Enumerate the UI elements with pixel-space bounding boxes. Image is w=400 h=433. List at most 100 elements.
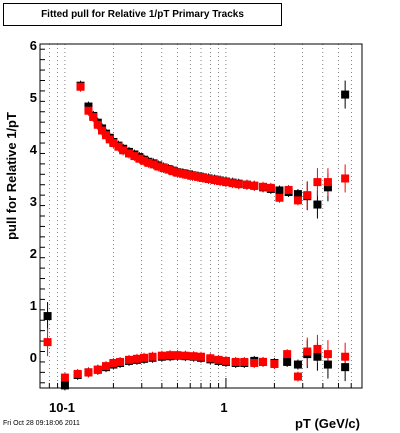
data-point-red [76, 82, 85, 91]
data-point-red [84, 106, 93, 115]
y-tick-labels: 0 1 2 3 4 5 6 [30, 38, 38, 365]
data-point-red [193, 172, 202, 181]
x-tick-label-0.1: 10-1 [49, 400, 75, 415]
error-bars [47, 80, 346, 391]
data-point-black [313, 352, 322, 361]
data-point-red [284, 185, 293, 194]
y-tick-label-6: 6 [30, 38, 37, 53]
data-point-black [283, 357, 292, 366]
y-tick-label-3: 3 [30, 194, 37, 209]
data-point-red [231, 357, 240, 366]
data-point-red [240, 357, 249, 366]
data-point-red [140, 156, 149, 165]
data-point-red [173, 168, 182, 177]
x-tick-label-1: 1 [220, 400, 227, 415]
data-point-red [214, 355, 223, 364]
data-point-red [144, 158, 153, 167]
data-point-black [84, 102, 93, 111]
data-point-red [140, 353, 149, 362]
data-point-red [130, 152, 139, 161]
data-point-black [341, 363, 350, 372]
data-point-red [216, 177, 225, 186]
y-tick-label-1: 1 [30, 298, 37, 313]
data-point-black [323, 183, 332, 192]
data-point-red [73, 369, 82, 378]
data-point-red [125, 355, 134, 364]
data-point-red [114, 142, 123, 151]
data-point-red [204, 174, 213, 183]
data-point-red [206, 354, 215, 363]
data-point-red [181, 351, 190, 360]
y-axis-label: pull for Relative 1/pT [4, 112, 19, 240]
data-point-black [60, 381, 69, 390]
y-tick-label-2: 2 [30, 246, 37, 261]
data-point-black [323, 360, 332, 369]
data-point-red [93, 365, 102, 374]
data-point-red [313, 344, 322, 353]
data-point-black [341, 90, 350, 99]
data-point-red [60, 373, 69, 382]
data-point-red [221, 178, 230, 187]
data-point-red [250, 181, 259, 190]
data-point-red [169, 167, 178, 176]
data-point-black [313, 200, 322, 209]
data-point-red [149, 160, 158, 169]
y-tick-label-4: 4 [30, 142, 38, 157]
data-point-red [259, 182, 268, 191]
data-point-red [98, 126, 107, 135]
data-point-red [125, 149, 134, 158]
data-point-red [166, 351, 175, 360]
x-axis-label: pT (GeV/c) [295, 416, 360, 431]
data-point-red [259, 357, 268, 366]
data-point-red [132, 354, 141, 363]
data-point-red [178, 169, 187, 178]
data-point-red [189, 352, 198, 361]
y-tick-label-0: 0 [30, 350, 37, 365]
data-point-red [228, 179, 237, 188]
chart-title-box: Fitted pull for Relative 1/pT Primary Tr… [3, 3, 282, 26]
data-point-red [266, 183, 275, 192]
data-point-red [221, 356, 230, 365]
data-point-black [293, 360, 302, 369]
data-point-red [293, 196, 302, 205]
data-point-red [116, 357, 125, 366]
timestamp-footer: Fri Oct 28 09:18:06 2011 [3, 420, 80, 427]
data-point-red [154, 162, 163, 171]
data-point-black [293, 190, 302, 199]
data-point-red [242, 180, 251, 189]
data-point-red [341, 352, 350, 361]
data-point-red [323, 178, 332, 187]
data-point-red [303, 347, 312, 356]
y-tick-label-5: 5 [30, 90, 37, 105]
data-point-red [84, 368, 93, 377]
data-point-red [313, 178, 322, 187]
data-point-red [93, 120, 102, 129]
chart-title: Fitted pull for Relative 1/pT Primary Tr… [41, 9, 244, 20]
data-points [43, 81, 350, 390]
data-point-red [148, 352, 157, 361]
data-point-red [164, 165, 173, 174]
data-point-red [89, 112, 98, 121]
grid-lines [39, 44, 363, 388]
data-point-black [43, 312, 52, 321]
data-point-red [109, 139, 118, 148]
data-point-red [159, 164, 168, 173]
data-point-red [341, 174, 350, 183]
data-point-red [293, 372, 302, 381]
data-point-red [183, 170, 192, 179]
data-point-red [275, 193, 284, 202]
data-point-red [135, 154, 144, 163]
data-point-red [119, 146, 128, 155]
data-point-red [250, 358, 259, 367]
data-point-red [188, 171, 197, 180]
data-point-red [283, 350, 292, 359]
data-point-red [210, 176, 219, 185]
data-point-red [43, 338, 52, 347]
data-point-red [234, 180, 243, 189]
data-point-red [157, 351, 166, 360]
data-point-red [102, 131, 111, 140]
data-point-red [198, 173, 207, 182]
data-point-red [323, 350, 332, 359]
data-point-black [275, 186, 284, 195]
